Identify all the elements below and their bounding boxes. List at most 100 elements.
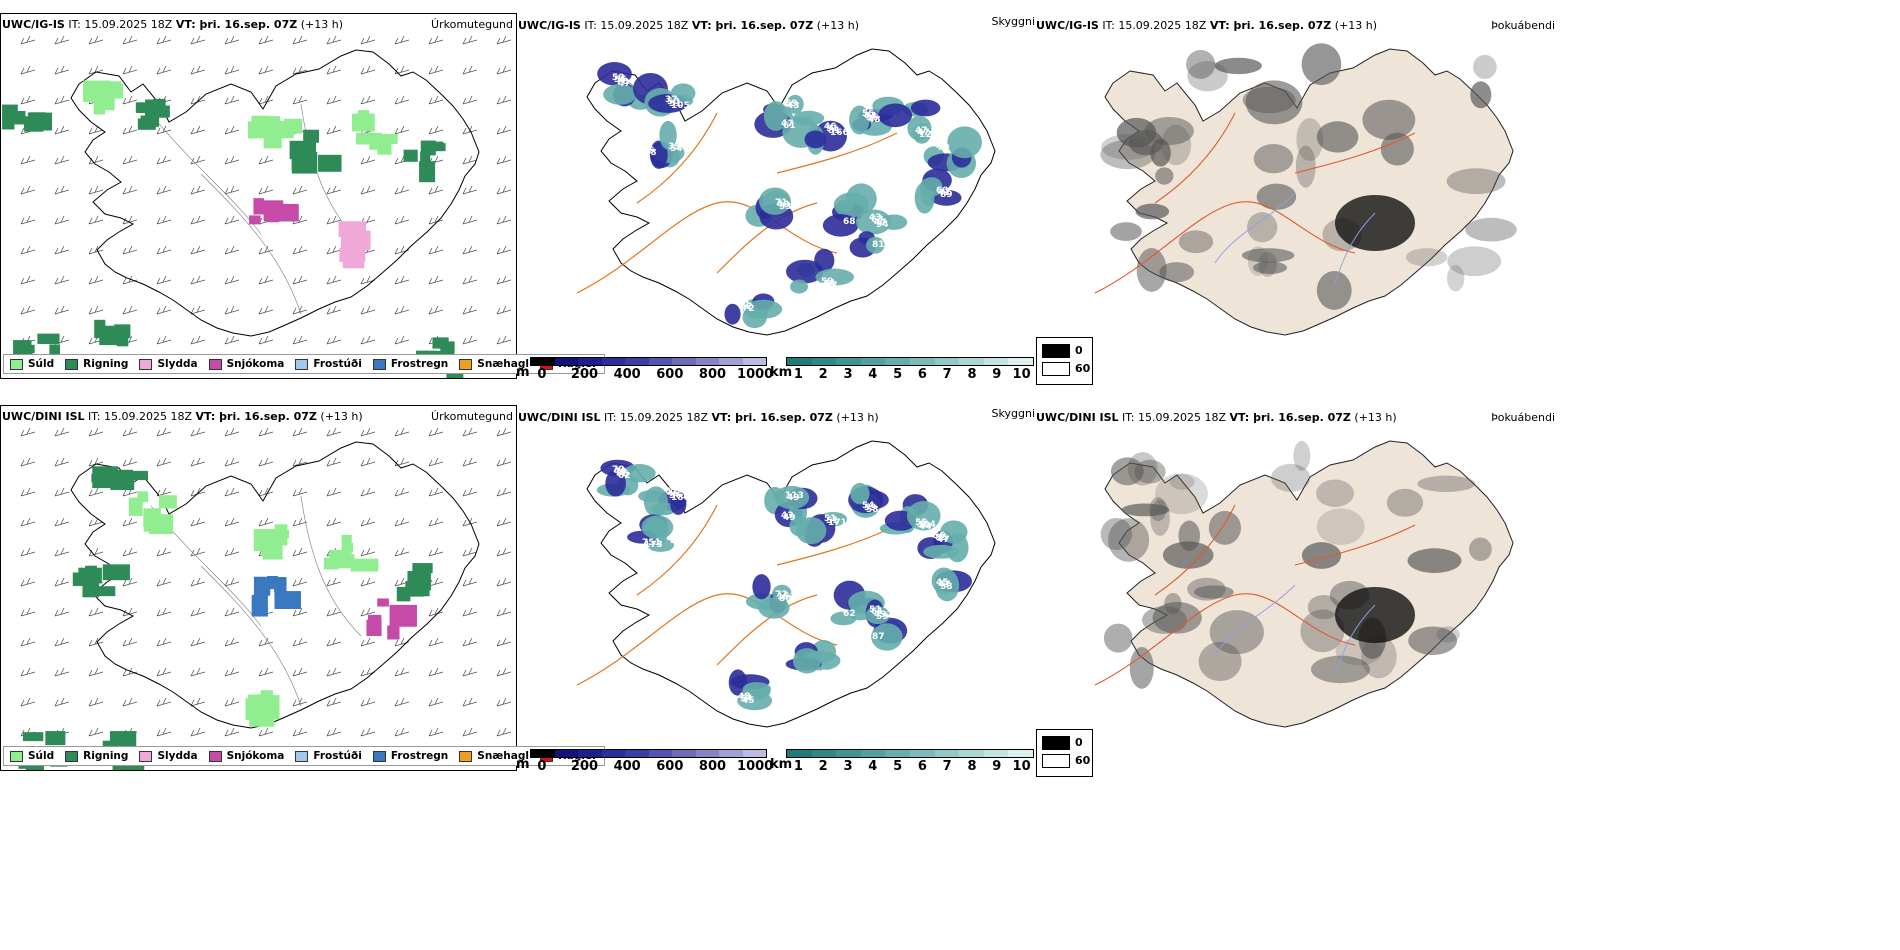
iceland-coastline [70,49,480,337]
wind-barb [462,275,478,285]
wind-barb [156,637,172,647]
wind-barbs [20,35,512,345]
wind-barb [496,335,512,345]
cloud-cell [742,682,772,696]
precip-cell [329,549,344,568]
wind-barb [88,547,104,557]
wind-barb [292,547,308,557]
precip-cell [248,694,272,709]
wind-barb [190,607,206,617]
wind-barb [428,667,444,677]
wind-barb [292,95,308,105]
cloud-cell [934,569,960,602]
fog-shade [1316,121,1359,153]
panel-title: UWC/IG-IS IT: 15.09.2025 18Z VT: þri. 16… [1036,19,1377,32]
wind-barb [88,155,104,165]
colorbar-tick-label: 2 [818,367,828,382]
cloudbase-value: 49 [787,493,800,503]
cloudbase-value: 173 [644,540,663,550]
panel-title: UWC/IG-IS IT: 15.09.2025 18Z VT: þri. 16… [518,19,859,32]
precip-cell [24,116,44,132]
fog-map [1094,43,1517,336]
cloudbase-value: 56 [866,113,879,123]
cloudbase-value: 53 [779,202,792,212]
cloudbase-value: 42 [938,188,951,198]
wind-barb [394,275,410,285]
wind-barb [326,65,342,75]
wind-barb [394,487,410,497]
wind-barb [20,577,36,587]
wind-barb [462,487,478,497]
precip-panel-bottom: UWC/DINI ISL IT: 15.09.2025 18Z VT: þri.… [0,405,605,771]
wind-barb [122,155,138,165]
wind-barb [156,335,172,345]
precip-cell [148,514,174,535]
wind-barb [224,487,240,497]
panel-variable-label: Úrkomutegund [431,410,513,423]
wind-barb [292,607,308,617]
wind-barb [54,65,70,75]
fog-legend: 0 60 [1036,337,1093,385]
fog-shade [1152,601,1202,634]
wind-barb [190,427,206,437]
iceland-coastline [70,441,480,729]
precip-cell [120,470,148,481]
fog-shade [1101,134,1156,160]
legend-item: Snæhagl [459,750,529,762]
cloudbase-value: 171 [828,518,847,528]
cloudbase-value: 751 [642,538,661,548]
road-lines [1094,112,1416,294]
wind-barb [20,517,36,527]
fog-shade [1310,655,1370,684]
cloudbase-value: 55 [862,109,875,119]
wind-barb [258,637,274,647]
wind-barb [20,667,36,677]
cloudbase-value: 39 [668,142,681,152]
wind-barb [360,35,376,45]
wind-barb [496,215,512,225]
precip-map [18,427,512,770]
fog-legend-label: 0 [1075,344,1083,357]
wind-barb [360,547,376,557]
colorbar-tick-label: 2 [818,759,828,774]
cloudbase-value: 61 [783,121,796,131]
colorbar-tick-label: 8 [967,759,977,774]
precip-cell [110,473,135,491]
cloudbase-value: 47 [781,119,794,129]
cloudbase-value: 70 [937,143,950,153]
precip-panel-top: UWC/IG-IS IT: 15.09.2025 18Z VT: þri. 16… [0,13,605,379]
precip-cell [256,116,280,126]
road-lines [1094,504,1416,686]
legend-item: Rigning [65,750,128,762]
colorbar-unit: m [516,365,530,380]
iceland-coastline [1104,48,1514,336]
fog-legend-label: 60 [1075,754,1091,767]
fog-shade [1253,261,1288,275]
precip-cell [341,534,352,555]
cloudbase-value: 55 [915,518,928,528]
colorbar-tick-label: 9 [992,759,1002,774]
panel-title: UWC/DINI ISL IT: 15.09.2025 18Z VT: þri.… [518,411,879,424]
fog-shade [1245,80,1303,125]
cloudbase-value: 47 [618,79,631,89]
wind-barb [190,637,206,647]
wind-barb [428,697,444,707]
wind-barb [462,427,478,437]
cloud-cell [866,236,885,254]
wind-barb [122,305,138,315]
iceland-coastline [586,48,996,336]
cloud-cell [597,62,632,86]
cloudbase-value: 47 [938,580,951,590]
wind-barb [156,547,172,557]
wind-barb [122,547,138,557]
panel-title: UWC/DINI ISL IT: 15.09.2025 18Z VT: þri.… [2,410,363,423]
wind-barb [20,547,36,557]
wind-barb [190,215,206,225]
wind-barb [88,517,104,527]
wind-barb [20,275,36,285]
fog-legend-swatch [1042,736,1070,750]
panel-title: UWC/DINI ISL IT: 15.09.2025 18Z VT: þri.… [1036,411,1397,424]
wind-barb [54,35,70,45]
wind-barb [428,427,444,437]
